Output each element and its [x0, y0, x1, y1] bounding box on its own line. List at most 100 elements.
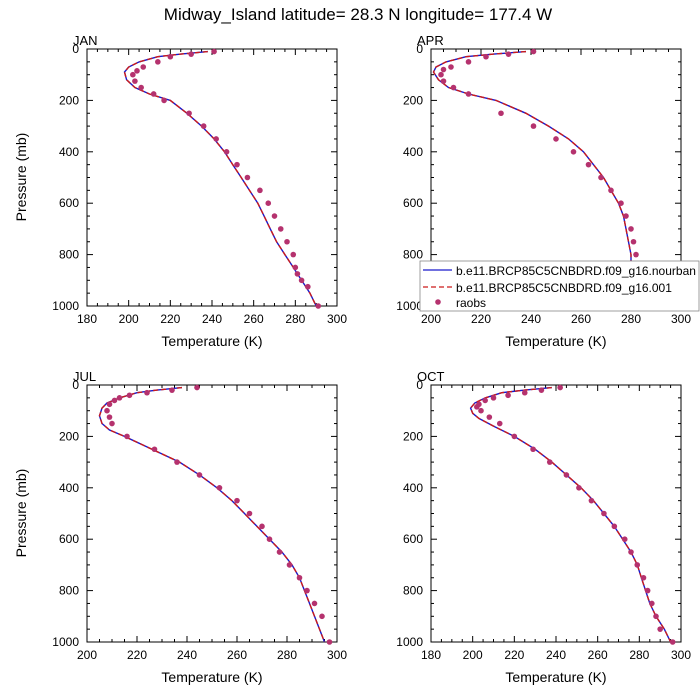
raobs-point: [598, 174, 604, 181]
legend-label: raobs: [456, 296, 486, 310]
panel-oct: 180 200 220 240 260 280 300 0 200 400 600 800 1000 O…: [396, 369, 691, 685]
figure-title: Midway_Island latitude= 28.3 N longitude…: [164, 5, 552, 24]
raobs-point: [116, 395, 123, 401]
raobs-point: [213, 136, 219, 142]
y-tick-label: 800: [59, 248, 79, 262]
raobs-point: [111, 397, 118, 404]
y-tick-label: 200: [59, 429, 79, 443]
raobs-point: [563, 472, 570, 478]
y-tick-label: 600: [403, 532, 423, 546]
y-tick-label: 0: [416, 42, 423, 56]
raobs-point: [546, 459, 553, 465]
raobs-point: [521, 389, 528, 396]
raobs-point: [174, 459, 180, 465]
legend-label: b.e11.BRCP85C5CNBDRD.f09_g16.001: [456, 281, 672, 295]
y-tick-label: 400: [59, 481, 79, 495]
y-tick-label: 600: [59, 196, 79, 210]
y-tick-label: 200: [403, 93, 423, 107]
raobs-point: [623, 213, 629, 219]
x-tick-label: 280: [621, 312, 641, 326]
plot-frame: [86, 48, 338, 307]
x-tick-label: 220: [504, 648, 524, 662]
raobs-point: [130, 71, 136, 78]
raobs-point: [326, 639, 333, 645]
raobs-point: [234, 497, 240, 504]
raobs-point: [628, 549, 634, 555]
raobs-point: [259, 523, 265, 530]
y-tick-label: 200: [403, 429, 423, 443]
raobs-point: [304, 587, 310, 594]
raobs-point: [474, 404, 480, 410]
raobs-point: [257, 187, 263, 194]
raobs-point: [276, 549, 283, 555]
y-tick-label: 800: [403, 248, 423, 262]
plot-frame: [86, 384, 338, 643]
raobs-point: [161, 97, 167, 104]
raobs-point: [216, 485, 223, 491]
x-tick-label: 200: [77, 648, 97, 662]
raobs-point: [511, 433, 518, 440]
raobs-point: [669, 639, 676, 645]
raobs-point: [211, 48, 217, 55]
legend-label: b.e11.BRCP85C5CNBDRD.f09_g16.nourban: [456, 264, 696, 278]
y-tick-label: 400: [59, 145, 79, 159]
raobs-point: [576, 485, 582, 491]
raobs-point: [106, 401, 113, 408]
raobs-point: [653, 613, 659, 620]
raobs-point: [266, 536, 273, 542]
raobs-point: [298, 277, 305, 284]
x-tick-label: 300: [327, 312, 347, 326]
y-axis-label: Pressure (mb): [13, 469, 29, 558]
raobs-point: [498, 110, 504, 117]
raobs-point: [234, 161, 240, 168]
raobs-point: [634, 562, 641, 568]
raobs-point: [271, 213, 278, 219]
raobs-point: [644, 587, 651, 594]
raobs-point: [633, 251, 639, 258]
raobs-point: [319, 613, 325, 620]
model-001-line: [469, 386, 672, 643]
x-tick-label: 220: [127, 648, 147, 662]
x-tick-label: 240: [177, 648, 197, 662]
raobs-point: [277, 226, 284, 232]
raobs-point: [167, 53, 174, 60]
panel-jan: 180 200 220 240 260 280 300 0 200 400 600 800 1000 J…: [13, 33, 347, 349]
x-tick-label: 200: [119, 312, 139, 326]
raobs-point: [588, 497, 595, 504]
raobs-point: [140, 64, 147, 70]
x-tick-label: 240: [546, 648, 566, 662]
raobs-point: [608, 187, 614, 194]
raobs-point: [294, 271, 301, 277]
raobs-point: [483, 53, 489, 60]
x-tick-label: 260: [244, 312, 264, 326]
raobs-point: [630, 238, 637, 245]
raobs-point: [104, 407, 110, 414]
raobs-point: [530, 446, 536, 453]
y-tick-label: 0: [416, 378, 423, 392]
raobs-point: [440, 78, 447, 84]
raobs-point: [585, 161, 592, 168]
raobs-point: [169, 387, 175, 393]
x-tick-label: 300: [327, 648, 347, 662]
raobs-point: [505, 392, 511, 399]
x-tick-label: 280: [277, 648, 297, 662]
y-tick-label: 800: [403, 584, 423, 598]
raobs-point: [440, 66, 447, 73]
x-tick-label: 200: [421, 312, 441, 326]
raobs-point: [132, 78, 138, 84]
raobs-point: [640, 574, 647, 581]
raobs-point: [292, 264, 299, 271]
legend: b.e11.BRCP85C5CNBDRD.f09_g16.nourban b.e…: [419, 260, 700, 312]
y-tick-label: 400: [403, 145, 423, 159]
y-tick-label: 0: [72, 42, 79, 56]
x-tick-label: 220: [471, 312, 491, 326]
raobs-point: [124, 433, 130, 440]
y-tick-label: 200: [59, 93, 79, 107]
raobs-point: [155, 59, 161, 65]
raobs-point: [618, 200, 624, 206]
raobs-point: [601, 510, 607, 517]
raobs-point: [490, 395, 497, 401]
raobs-point: [538, 387, 545, 393]
x-tick-label: 220: [160, 312, 180, 326]
